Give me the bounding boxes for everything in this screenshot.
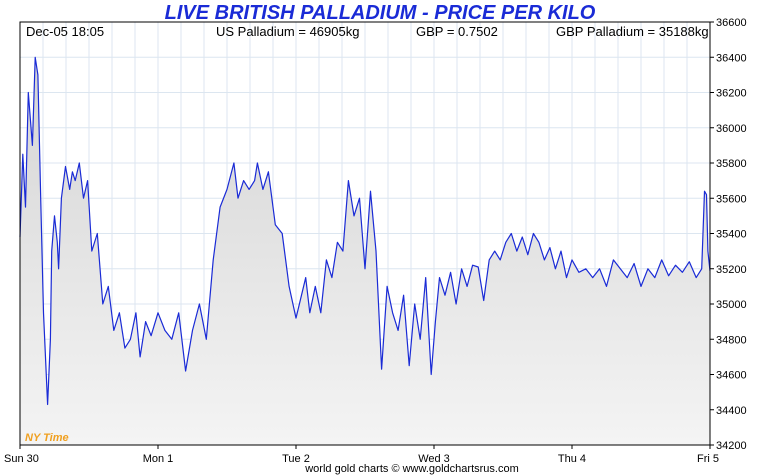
x-axis: Sun 30 Mon 1 Tue 2 Wed 3 Thu 4 Fri 5: [4, 445, 719, 465]
x-tick-label: Fri 5: [697, 453, 719, 465]
x-tick-label: Tue 2: [282, 453, 310, 465]
x-tick-label: Mon 1: [143, 453, 174, 465]
y-tick-label: 36000: [716, 123, 747, 135]
price-area-fill: [20, 57, 710, 446]
y-tick-label: 35000: [716, 299, 747, 311]
y-tick-label: 34600: [716, 370, 747, 382]
chart-title: LIVE BRITISH PALLADIUM - PRICE PER KILO: [165, 2, 596, 24]
y-tick-label: 36600: [716, 17, 747, 29]
header-us-price: US Palladium = 46905kg: [216, 24, 359, 39]
y-tick-label: 34800: [716, 334, 747, 346]
y-tick-label: 35400: [716, 229, 747, 241]
x-tick-label: Sun 30: [4, 453, 39, 465]
timezone-label: NY Time: [25, 432, 69, 444]
x-tick-label: Wed 3: [418, 453, 450, 465]
y-tick-label: 36400: [716, 52, 747, 64]
y-tick-label: 36200: [716, 88, 747, 100]
y-tick-label: 35800: [716, 158, 747, 170]
header-fx-rate: GBP = 0.7502: [416, 24, 498, 39]
price-line: [19, 56, 711, 406]
footer-credit: world gold charts © www.goldchartsrus.co…: [304, 463, 519, 475]
y-tick-label: 35600: [716, 193, 747, 205]
y-axis: 34200 34400 34600 34800 35000 35200 35400 35600…: [710, 17, 747, 452]
y-tick-label: 34200: [716, 440, 747, 452]
header-gbp-price: GBP Palladium = 35188kg: [556, 24, 709, 39]
header-datetime: Dec-05 18:05: [26, 24, 104, 39]
y-tick-label: 35200: [716, 264, 747, 276]
y-tick-label: 34400: [716, 405, 747, 417]
x-tick-label: Thu 4: [558, 453, 586, 465]
